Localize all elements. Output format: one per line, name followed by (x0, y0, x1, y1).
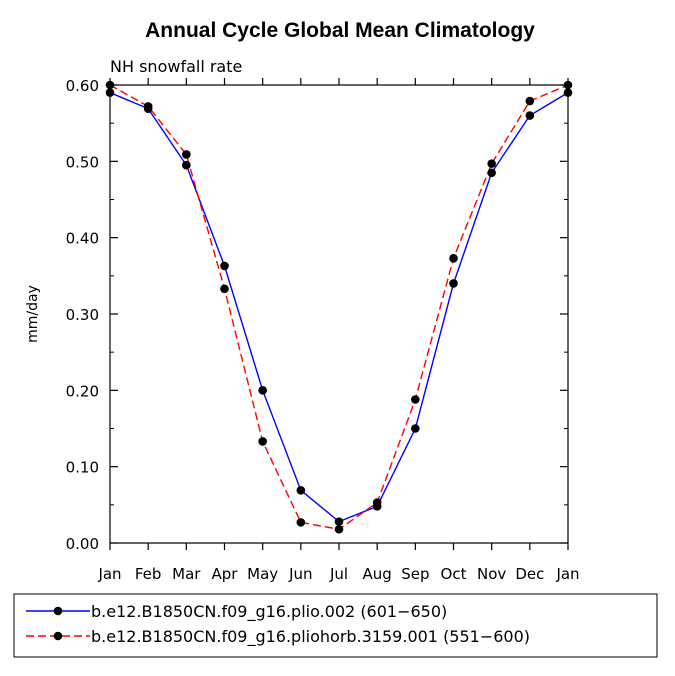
legend: b.e12.B1850CN.f09_g16.plio.002 (601−650)… (13, 593, 658, 658)
series-1-point (258, 386, 267, 395)
series-1-point (220, 261, 229, 271)
series-2-point (105, 80, 115, 90)
series-1-point (182, 160, 191, 170)
series-1-point (563, 88, 573, 97)
legend-marker-2 (53, 631, 63, 641)
x-tick-label: Jun (288, 565, 312, 583)
series-2-point (334, 524, 344, 534)
series-layer (105, 80, 573, 534)
x-tick-label: Mar (172, 565, 201, 583)
series-1-point (487, 168, 496, 178)
series-2-point (143, 102, 153, 111)
x-tick-label: Aug (363, 565, 392, 583)
series-2-point (182, 150, 191, 159)
x-tick-label: Jan (97, 565, 121, 583)
chart-title: Annual Cycle Global Mean Climatology (145, 19, 535, 42)
legend-box (13, 593, 658, 658)
series-1-point (105, 88, 115, 97)
y-tick-label: 0.10 (66, 459, 99, 477)
series-2-point (411, 395, 420, 404)
y-tick-label: 0.30 (66, 306, 99, 324)
legend-label-1: b.e12.B1850CN.f09_g16.plio.002 (601−650) (91, 602, 447, 622)
chart-subtitle: NH snowfall rate (110, 57, 242, 76)
legend-label-2: b.e12.B1850CN.f09_g16.pliohorb.3159.001 … (91, 627, 530, 647)
y-tick-label: 0.50 (66, 153, 99, 171)
legend-marker-1 (53, 606, 63, 616)
series-2-point (449, 253, 458, 263)
series-2-point (563, 80, 573, 90)
y-tick-label: 0.40 (66, 230, 99, 248)
x-tick-label: Apr (212, 565, 239, 583)
series-2-point (487, 159, 496, 168)
x-tick-label: May (247, 565, 278, 583)
x-tick-label: Feb (135, 565, 162, 583)
series-line-1 (109, 91, 569, 523)
series-1-point (449, 279, 458, 288)
y-tick-label: 0.20 (66, 382, 99, 400)
series-1-point (296, 486, 306, 495)
series-line-2 (109, 84, 569, 531)
y-tick-label: 0.60 (66, 77, 99, 95)
series-1-point (334, 517, 344, 526)
series-2-point (296, 518, 306, 527)
x-tick-label: Jan (555, 565, 579, 583)
x-tick-label: Dec (515, 565, 544, 583)
x-tick-label: Sep (401, 565, 429, 583)
series-2-point (258, 437, 267, 446)
y-axis-label: mm/day (25, 285, 41, 343)
x-tick-label: Oct (441, 565, 467, 583)
x-tick-label: Jul (329, 565, 348, 583)
series-2-point (220, 284, 229, 294)
series-1-point (525, 111, 535, 120)
series-2-point (372, 498, 382, 507)
series-1-point (411, 424, 420, 433)
y-tick-label: 0.00 (66, 535, 99, 553)
x-tick-label: Nov (477, 565, 506, 583)
axis-ticks: 0.00 0.10 0.20 0.30 0.40 0.50 0.60 Jan Feb Mar Apr… (66, 77, 580, 583)
series-2-point (525, 96, 535, 106)
